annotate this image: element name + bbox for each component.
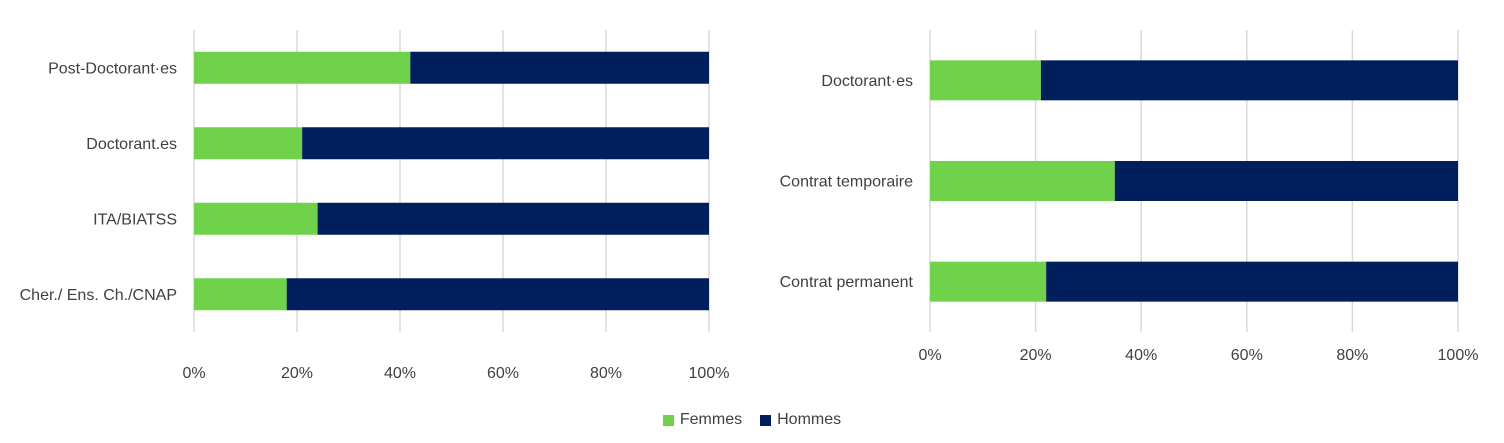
- legend-label-femmes: Femmes: [679, 411, 743, 428]
- x-tick-label: 100%: [689, 365, 730, 382]
- legend: Femmes Hommes: [0, 408, 1504, 432]
- chart-right: 0% 20% 40% 60% 80% 100% Doctorant·es Contrat te…: [780, 30, 1479, 364]
- bar-femmes[interactable]: [930, 261, 1047, 302]
- bar-femmes[interactable]: [194, 278, 287, 311]
- category-label: Post-Doctorant·es: [48, 60, 177, 77]
- category-label: Cher./ Ens. Ch./CNAP: [20, 287, 177, 304]
- bar-femmes[interactable]: [194, 202, 318, 235]
- x-tick-label: 40%: [384, 365, 416, 382]
- legend-swatch-femmes: [662, 414, 674, 426]
- legend-item-hommes[interactable]: Hommes: [760, 411, 841, 429]
- x-tick-label: 100%: [1438, 347, 1479, 364]
- category-label: Contrat permanent: [780, 274, 914, 291]
- bar-hommes[interactable]: [1046, 261, 1458, 302]
- x-tick-label: 20%: [1020, 347, 1052, 364]
- category-label: Doctorant.es: [86, 136, 177, 153]
- x-tick-label: 40%: [1125, 347, 1157, 364]
- x-tick-label: 80%: [1336, 347, 1368, 364]
- bar-hommes[interactable]: [410, 51, 709, 84]
- x-tick-label: 60%: [1231, 347, 1263, 364]
- bar-hommes[interactable]: [1040, 60, 1458, 101]
- chart-left: 0% 20% 40% 60% 80% 100% Post-Doctorant·es Docto…: [20, 30, 730, 382]
- category-label: Doctorant·es: [821, 73, 913, 90]
- bar-hommes[interactable]: [286, 278, 709, 311]
- bar-hommes[interactable]: [1114, 161, 1458, 201]
- legend-item-femmes[interactable]: Femmes: [662, 411, 743, 429]
- bar-hommes[interactable]: [317, 202, 709, 235]
- bar-hommes[interactable]: [302, 127, 709, 160]
- bar-femmes[interactable]: [930, 60, 1041, 101]
- bar-femmes[interactable]: [194, 51, 411, 84]
- x-tick-label: 60%: [487, 365, 519, 382]
- category-label: ITA/BIATSS: [93, 211, 177, 228]
- legend-swatch-hommes: [760, 414, 772, 426]
- x-tick-label: 0%: [918, 347, 941, 364]
- x-tick-label: 20%: [281, 365, 313, 382]
- legend-label-hommes: Hommes: [777, 411, 842, 428]
- x-tick-label: 0%: [182, 365, 205, 382]
- category-label: Contrat temporaire: [780, 174, 913, 191]
- bar-femmes[interactable]: [930, 161, 1115, 201]
- bar-femmes[interactable]: [194, 127, 303, 160]
- x-tick-label: 80%: [590, 365, 622, 382]
